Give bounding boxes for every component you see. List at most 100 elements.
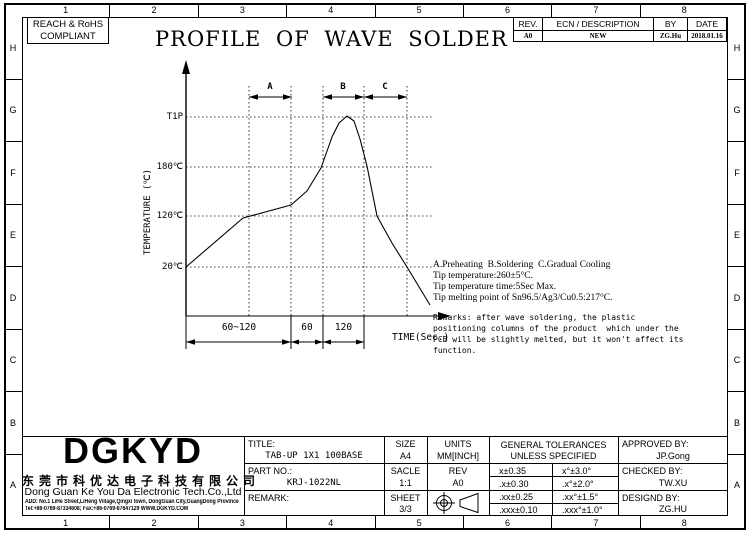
- grid-row-label: D: [728, 267, 746, 330]
- company-name-en: Dong Guan Ke You Da Electronic Tech.Co.,…: [24, 486, 242, 498]
- grid-col-label: 2: [110, 3, 199, 17]
- title-block-row-line: [244, 490, 728, 491]
- sheet-label: SHEET: [390, 493, 421, 503]
- note-tip-time: Tip temperature time:5Sec Max.: [433, 282, 557, 292]
- rev-label: REV: [448, 466, 468, 476]
- grid-col-label: 7: [552, 516, 641, 530]
- tolerance-row-line: [489, 503, 618, 504]
- note-stages: A.Preheating B.Soldering C.Gradual Cooli…: [433, 260, 611, 270]
- title-label: TITLE:: [248, 439, 276, 449]
- grid-band-left: H G F E D C B A: [4, 17, 22, 516]
- company-address: ADD: No.1 LiHe Street,LiHeng Village,Qin…: [25, 499, 239, 505]
- x-axis-title: TIME(Sec.): [392, 332, 450, 343]
- part-no-label: PART NO.:: [248, 466, 293, 476]
- grid-band-top: 1 2 3 4 5 6 7 8: [22, 3, 728, 17]
- grid-row-label: G: [4, 80, 22, 142]
- by-header: BY: [654, 18, 688, 30]
- rev-header: REV.: [514, 18, 543, 30]
- profile-curve: [185, 115, 431, 306]
- rev-value: A0: [514, 31, 543, 41]
- title-block-divider: [427, 436, 428, 516]
- grid-row-label: G: [728, 80, 746, 142]
- title-block-row-line: [244, 463, 728, 464]
- grid-col-label: 2: [110, 516, 199, 530]
- size-value: A4: [399, 451, 411, 461]
- grid-col-label: 1: [22, 516, 111, 530]
- part-no-value: KRJ-1022NL: [286, 478, 342, 488]
- grid-col-label: 8: [681, 518, 687, 528]
- time-segment-2: 60: [301, 322, 313, 333]
- scale-value: 1:1: [399, 478, 412, 488]
- designed-by-label: DESIGND BY:: [622, 493, 680, 503]
- grid-row-label: A: [733, 480, 740, 491]
- grid-row-label: C: [728, 330, 746, 392]
- grid-col-label: 4: [287, 516, 376, 530]
- grid-row-label: H: [4, 17, 22, 80]
- size-label: SIZE: [395, 439, 416, 449]
- y-tick-120: 120℃: [156, 211, 183, 221]
- title-value: TAB-UP 1X1 100BASE: [265, 451, 363, 461]
- inner-border: [22, 17, 728, 516]
- grid-row-label: D: [4, 267, 22, 330]
- grid-row-label: H: [728, 17, 746, 80]
- revision-table: REV. ECN / DESCRIPTION BY DATE A0 NEW ZG…: [513, 17, 727, 42]
- tolerance-header-1: GENERAL TOLERANCES: [500, 440, 607, 450]
- grid-row-label: F: [4, 142, 22, 205]
- units-label: UNITS: [444, 439, 472, 449]
- grid-col-label: 6: [464, 516, 553, 530]
- region-b-label: B: [340, 82, 346, 92]
- revision-header-row: REV. ECN / DESCRIPTION BY DATE: [514, 18, 726, 31]
- approved-by-label: APPROVED BY:: [622, 439, 689, 449]
- remarks-text: Remarks: after wave soldering, the plast…: [433, 313, 684, 355]
- tolerance-cell: .xxx±0.10: [499, 505, 538, 515]
- region-c-label: C: [382, 82, 388, 92]
- tolerance-row-line: [489, 476, 618, 477]
- grid-col-label: 5: [376, 516, 464, 530]
- grid-row-label: B: [728, 392, 746, 455]
- scale-label: SACLE: [390, 466, 421, 476]
- units-value: MM[INCH]: [437, 451, 479, 461]
- ecn-value: NEW: [543, 31, 654, 41]
- grid-row-label: C: [4, 330, 22, 392]
- y-tick-180: 180℃: [156, 162, 183, 172]
- grid-col-label: 3: [199, 3, 288, 17]
- grid-row-label: E: [728, 205, 746, 267]
- checked-by-value: TW.XU: [658, 478, 688, 488]
- designed-by-value: ZG.HU: [659, 504, 687, 514]
- grid-col-label: 6: [464, 3, 553, 17]
- grid-band-bottom: 1 2 3 4 5 6 7 8: [22, 516, 728, 530]
- grid-col-label: 3: [199, 516, 288, 530]
- y-tick-t1p: T1P: [166, 112, 183, 122]
- title-block-divider: [384, 436, 385, 516]
- rev-value: A0: [452, 478, 464, 488]
- grid-row-label: A: [9, 480, 16, 491]
- approved-by-value: JP.Gong: [656, 451, 690, 461]
- projection-symbol-icon: [433, 492, 479, 514]
- revision-data-row: A0 NEW ZG.Hu 2018.01.16: [514, 31, 726, 41]
- time-segment-1: 60~120: [221, 322, 257, 333]
- title-block-divider: [244, 436, 245, 516]
- grid-row-label: B: [4, 392, 22, 455]
- title-block-divider: [618, 436, 619, 516]
- tolerance-cell: .x°±2.0°: [562, 479, 594, 489]
- compliance-line2: COMPLIANT: [40, 31, 96, 42]
- grid-col-label: 4: [287, 3, 376, 17]
- tolerance-cell: x°±3.0°: [562, 466, 592, 476]
- remark-label: REMARK:: [248, 493, 290, 503]
- tolerance-cell: .xxx°±1.0°: [562, 505, 603, 515]
- grid-band-right: H G F E D C B A: [728, 17, 746, 516]
- grid-col-label: 1: [22, 3, 111, 17]
- title-block-top-line: [22, 436, 728, 437]
- compliance-box: REACH & RoHS COMPLIANT: [27, 17, 109, 44]
- compliance-line1: REACH & RoHS: [32, 19, 104, 30]
- tolerance-cell: .x±0.30: [499, 479, 529, 489]
- grid-row-label: F: [728, 142, 746, 205]
- grid-col-label: 8: [681, 5, 687, 15]
- tolerance-cell: x±0.35: [499, 466, 526, 476]
- company-contact: Tel:+86-0769-87334608; Fax:+86-0769-8764…: [25, 506, 189, 512]
- company-name-cn: 东莞市科优达电子科技有限公司: [22, 474, 261, 488]
- tolerance-header-2: UNLESS SPECIFIED: [510, 451, 597, 461]
- ecn-header: ECN / DESCRIPTION: [543, 18, 654, 30]
- date-header: DATE: [695, 19, 719, 29]
- region-a-label: A: [267, 82, 273, 92]
